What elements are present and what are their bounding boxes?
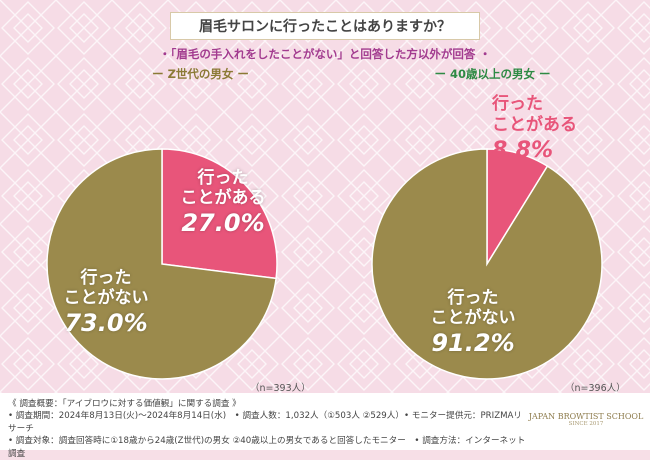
brand-logo-sub: SINCE 2017 [568,421,604,427]
survey-notes-line3: • 調査対象：調査回答時に①18歳から24歳(Z世代)の男女 ②40歳以上の男女… [8,436,526,459]
right-yes-label: 行った ことがある 8.8% [492,94,642,164]
group-label-40-plus: ー 40歳以上の男女 ー [434,67,551,81]
right-no-value: 91.2% [431,328,515,357]
right-no-line1: 行った [447,288,499,308]
left-sample-size: （n=393人） [250,383,311,394]
right-no-label: 行った ことがない 91.2% [418,288,528,358]
chart-title: 眉毛サロンに行ったことはありますか？ [170,12,480,40]
brand-logo: JAPAN BROWTIST SCHOOL SINCE 2017 [528,412,644,427]
right-yes-line1: 行った [492,94,543,114]
left-yes-value: 27.0% [181,208,265,237]
left-yes-line1: 行った [197,168,249,188]
pie-slice-z-gen-1 [46,148,277,380]
left-no-line2: ことがない [63,288,149,309]
right-sample-size: （n=396人） [565,383,626,394]
left-yes-label: 行った ことがある 27.0% [178,168,268,238]
chart-subtitle: ・「眉毛の手入れをしたことがない」と回答した方以外が回答 ・ [159,47,491,61]
survey-notes: 《 調査概要：「アイブロウに対する価値観」に関する調査 》 • 調査期間：202… [8,398,528,460]
left-yes-line2: ことがある [180,188,266,209]
pie-slice-40-plus-1 [371,148,603,380]
survey-notes-line1: 《 調査概要：「アイブロウに対する価値観」に関する調査 》 [8,399,241,409]
survey-notes-line2: • 調査期間：2024年8月13日(火)〜2024年8月14日(水) • 調査人… [8,411,522,434]
pie-slice-z-gen-0 [161,148,278,280]
left-no-label: 行った ことがない 73.0% [56,268,156,338]
pie-charts [46,148,603,380]
right-yes-value: 8.8% [492,137,554,163]
group-label-z-gen: ー Z世代の男女 ー [152,67,249,81]
footer-panel [0,393,650,450]
right-no-line2: ことがない [430,308,516,329]
left-no-value: 73.0% [64,308,148,337]
left-no-line1: 行った [80,268,132,288]
right-yes-line2: ことがある [492,115,577,136]
brand-logo-name: JAPAN BROWTIST SCHOOL [528,412,644,421]
